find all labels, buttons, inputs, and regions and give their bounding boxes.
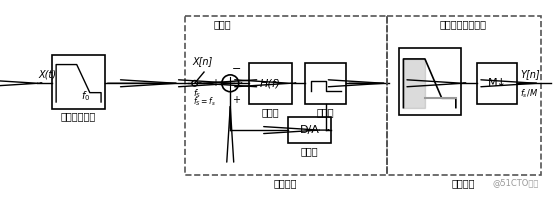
Bar [305,63,346,104]
Text: 调制器: 调制器 [301,146,319,156]
Bar [386,16,541,175]
Polygon shape [404,59,425,108]
Text: X(t): X(t) [38,70,56,80]
Text: 数字部分: 数字部分 [451,178,475,188]
Bar [249,63,292,104]
Bar [52,55,105,110]
Bar [288,117,331,143]
Text: −: − [232,64,241,74]
Bar [478,63,517,104]
Text: H(f): H(f) [260,78,281,88]
Text: X[n]: X[n] [193,57,213,67]
Text: @51CTO博客: @51CTO博客 [493,178,539,187]
Text: Y[n]: Y[n] [520,70,540,80]
Text: 降采样低通滤波器: 降采样低通滤波器 [440,19,487,29]
Text: M↓: M↓ [488,78,507,88]
Text: 积分器: 积分器 [262,107,279,117]
Text: $f_S=f_s$: $f_S=f_s$ [193,95,216,108]
Text: $f_S$: $f_S$ [193,88,201,100]
Text: +: + [232,94,240,104]
Text: D/A: D/A [300,125,320,135]
Text: 抗混叠滤波器: 抗混叠滤波器 [61,111,96,121]
Text: 模拟部分: 模拟部分 [274,178,297,188]
Text: 差动器: 差动器 [214,19,231,29]
Bar [399,48,460,115]
Bar [185,16,386,175]
Text: 比较器: 比较器 [317,107,335,117]
Text: $f_s/M$: $f_s/M$ [520,88,539,100]
Text: $f_0$: $f_0$ [81,90,91,103]
Text: +: + [211,78,219,88]
